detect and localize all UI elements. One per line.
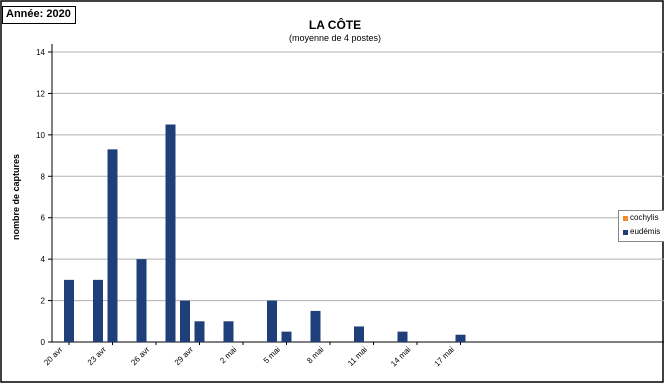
bar-eudemis (180, 300, 190, 342)
x-tick-label: 26 avr (129, 345, 151, 367)
x-tick-label: 14 mai (389, 345, 413, 369)
y-tick-label: 14 (36, 48, 45, 57)
x-tick-label: 8 mai (305, 345, 325, 365)
legend: cochylis eudémis (618, 210, 664, 242)
chart-title: LA CÔTE (308, 18, 362, 32)
bar-eudemis (194, 321, 205, 342)
x-tick-label: 11 mai (346, 345, 369, 368)
bar-eudemis (281, 331, 292, 342)
y-tick-label: 6 (41, 214, 46, 223)
bar-eudemis (223, 321, 234, 342)
legend-swatch-eudemis (623, 230, 628, 235)
year-label: Année: 2020 (2, 6, 76, 24)
bar-eudemis (93, 279, 103, 342)
x-tick-label: 17 mai (433, 345, 457, 369)
legend-label-cochylis: cochylis (630, 213, 659, 222)
chart-subtitle: (moyenne de 4 postes) (288, 33, 382, 43)
x-tick-label: 5 mai (262, 345, 282, 365)
x-tick-label: 20 avr (42, 345, 64, 367)
x-tick-label: 23 avr (86, 345, 108, 367)
y-tick-label: 2 (41, 297, 46, 306)
y-tick-label: 8 (41, 172, 46, 181)
x-tick-label: 29 avr (173, 345, 195, 367)
bar-eudemis (397, 331, 408, 342)
bar-eudemis (107, 149, 118, 342)
bar-eudemis (64, 279, 74, 342)
bar-eudemis (136, 259, 147, 342)
legend-item-eudemis: eudémis (619, 227, 664, 239)
bar-eudemis (310, 310, 321, 342)
y-tick-label: 0 (41, 338, 46, 347)
legend-label-eudemis: eudémis (630, 227, 661, 236)
y-tick-label: 4 (41, 255, 46, 264)
bar-eudemis (267, 300, 277, 342)
x-tick-label: 2 mai (218, 345, 238, 365)
bar-eudemis (165, 124, 176, 342)
y-tick-label: 12 (36, 89, 45, 98)
y-tick-label: 10 (36, 131, 45, 140)
bar-eudemis (455, 334, 466, 342)
bar-eudemis (354, 326, 364, 342)
legend-item-cochylis: cochylis (619, 213, 664, 225)
legend-swatch-cochylis (623, 216, 628, 221)
